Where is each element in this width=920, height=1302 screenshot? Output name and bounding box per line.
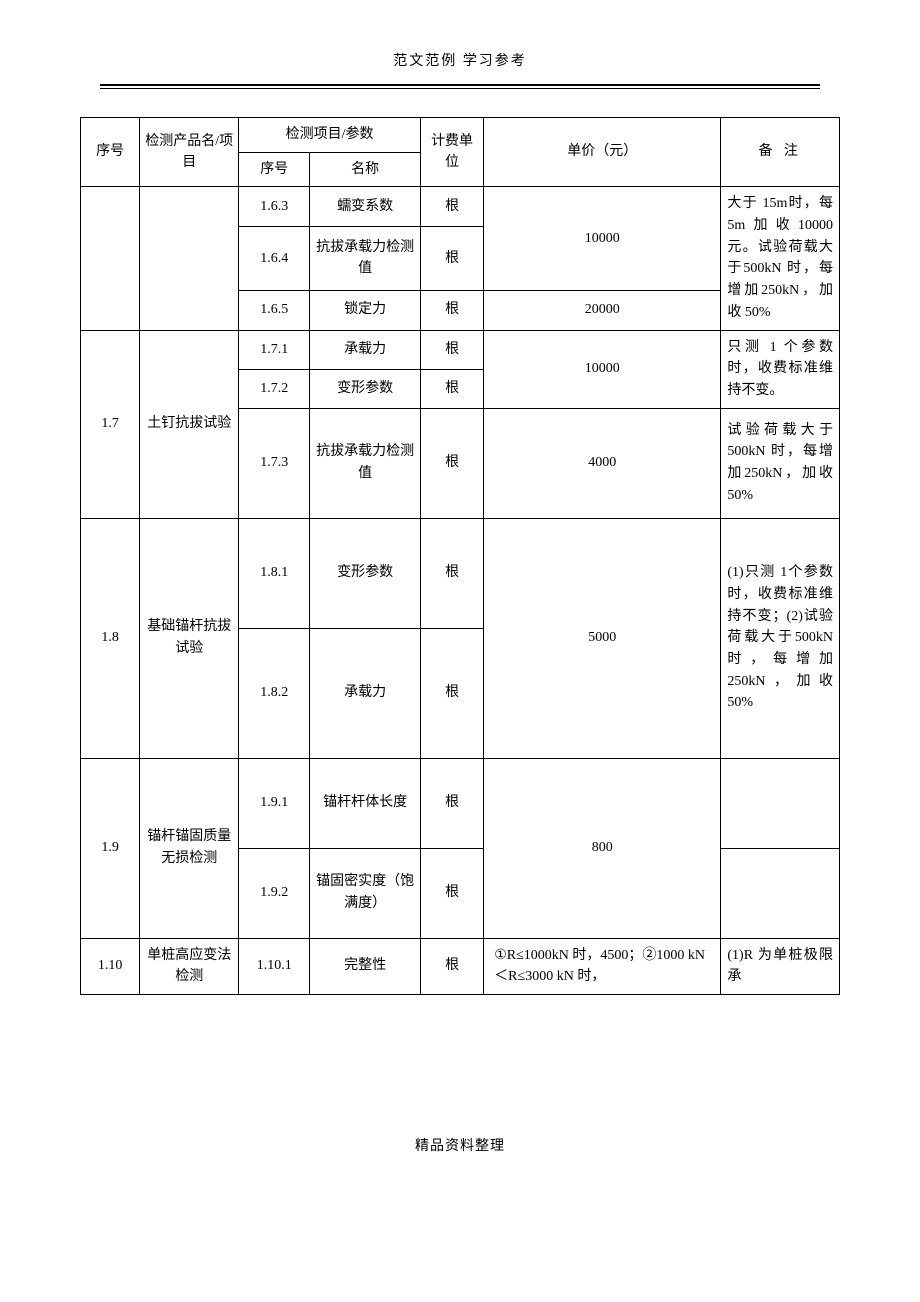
cell-subseq: 1.6.5 [239, 291, 310, 331]
th-seq: 序号 [81, 118, 140, 187]
th-sub-name: 名称 [310, 152, 421, 187]
cell-seq: 1.9 [81, 758, 140, 938]
cell-unit: 根 [420, 369, 483, 408]
cell-name: 蠕变系数 [310, 187, 421, 226]
cell-name: 变形参数 [310, 369, 421, 408]
cell-subseq: 1.7.3 [239, 408, 310, 518]
cell-subseq: 1.6.4 [239, 226, 310, 290]
cell-unit: 根 [420, 848, 483, 938]
cell-price: ①R≤1000kN 时，4500；②1000 kN＜R≤3000 kN 时， [484, 938, 721, 994]
cell-unit: 根 [420, 330, 483, 369]
cell-price: 4000 [484, 408, 721, 518]
cell-subseq: 1.7.1 [239, 330, 310, 369]
cell-seq: 1.7 [81, 330, 140, 518]
cell-seq: 1.10 [81, 938, 140, 994]
th-sub-seq: 序号 [239, 152, 310, 187]
cell-name: 锁定力 [310, 291, 421, 331]
cell-name: 承载力 [310, 628, 421, 758]
cell-subseq: 1.10.1 [239, 938, 310, 994]
cell-name: 抗拔承载力检测值 [310, 408, 421, 518]
cell-unit: 根 [420, 938, 483, 994]
cell-remark: (1)只测 1个参数时，收费标准维持不变；(2)试验荷载大于500kN 时，每增… [721, 518, 840, 758]
cell-unit: 根 [420, 758, 483, 848]
page-header: 范文范例 学习参考 [100, 50, 820, 76]
cell-subseq: 1.8.2 [239, 628, 310, 758]
cell-remark: 只测 1 个参数时，收费标准维持不变。 [721, 330, 840, 408]
cell-subseq: 1.7.2 [239, 369, 310, 408]
cell-product: 锚杆锚固质量无损检测 [140, 758, 239, 938]
cell-name: 承载力 [310, 330, 421, 369]
cell-remark: 试验荷载大于500kN 时，每增加250kN，加收 50% [721, 408, 840, 518]
cell-seq: 1.8 [81, 518, 140, 758]
cell-price: 10000 [484, 187, 721, 291]
cell-product: 单桩高应变法检测 [140, 938, 239, 994]
cell-price: 20000 [484, 291, 721, 331]
spec-table: 序号 检测产品名/项目 检测项目/参数 计费单位 单价（元） 备 注 序号 名称… [80, 117, 840, 995]
cell-subseq: 1.9.2 [239, 848, 310, 938]
cell-unit: 根 [420, 518, 483, 628]
cell-price: 800 [484, 758, 721, 938]
cell-remark [721, 758, 840, 848]
cell-name: 变形参数 [310, 518, 421, 628]
header-divider [100, 84, 820, 89]
cell-unit: 根 [420, 628, 483, 758]
cell-subseq: 1.8.1 [239, 518, 310, 628]
cell-remark [721, 848, 840, 938]
cell-remark: 大于 15m时，每 5m加收10000 元。试验荷载大于500kN 时，每增加2… [721, 187, 840, 330]
cell-price: 5000 [484, 518, 721, 758]
th-price: 单价（元） [484, 118, 721, 187]
cell-name: 完整性 [310, 938, 421, 994]
cell-price: 10000 [484, 330, 721, 408]
th-remark: 备 注 [721, 118, 840, 187]
cell-blank [81, 187, 140, 330]
cell-product: 土钉抗拔试验 [140, 330, 239, 518]
cell-name: 抗拔承载力检测值 [310, 226, 421, 290]
cell-unit: 根 [420, 408, 483, 518]
th-param-group: 检测项目/参数 [239, 118, 421, 153]
cell-unit: 根 [420, 226, 483, 290]
cell-unit: 根 [420, 291, 483, 331]
cell-unit: 根 [420, 187, 483, 226]
cell-name: 锚固密实度（饱满度） [310, 848, 421, 938]
cell-blank [140, 187, 239, 330]
cell-remark: (1)R 为单桩极限承 [721, 938, 840, 994]
cell-name: 锚杆杆体长度 [310, 758, 421, 848]
cell-subseq: 1.9.1 [239, 758, 310, 848]
th-unit: 计费单位 [420, 118, 483, 187]
cell-product: 基础锚杆抗拔试验 [140, 518, 239, 758]
page-footer: 精品资料整理 [80, 1135, 840, 1155]
th-product: 检测产品名/项目 [140, 118, 239, 187]
cell-subseq: 1.6.3 [239, 187, 310, 226]
